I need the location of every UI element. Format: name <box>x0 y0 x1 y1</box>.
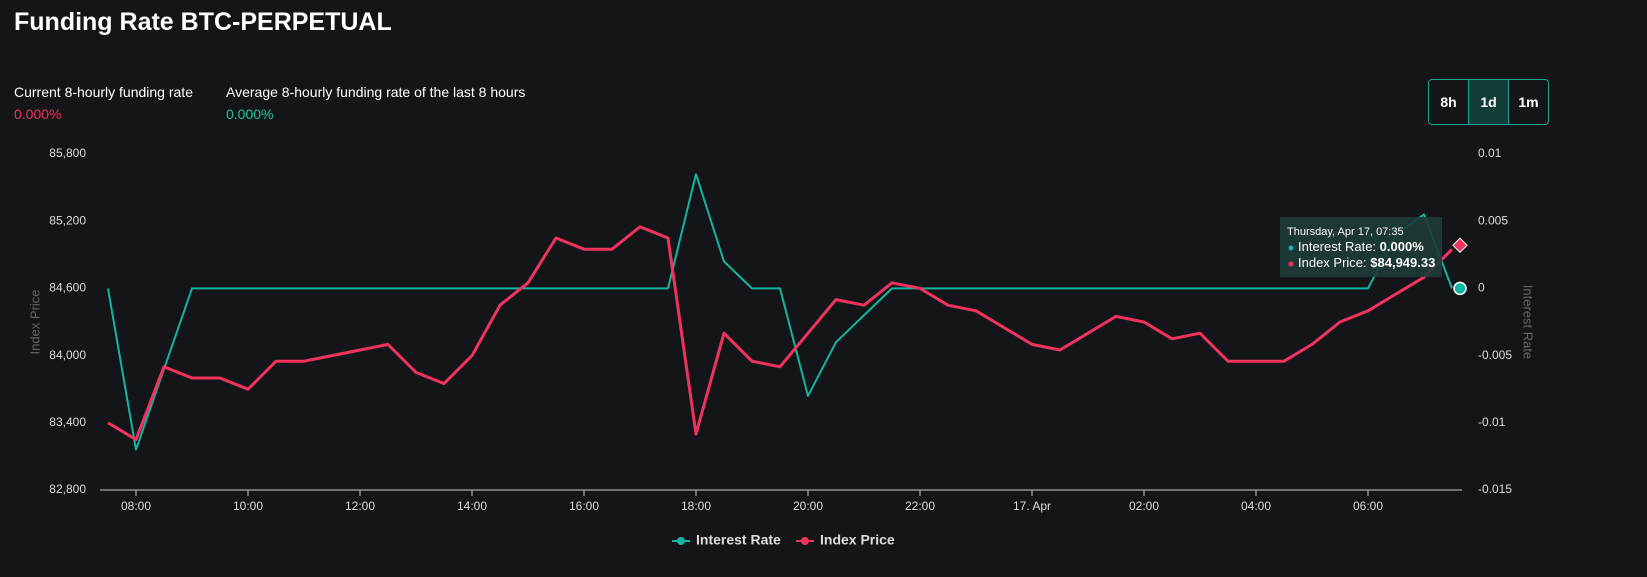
hover-marker <box>1453 281 1467 296</box>
legend-marker <box>801 537 809 545</box>
x-tick-label: 10:00 <box>233 499 263 513</box>
legend-label: Index Price <box>820 532 895 548</box>
stat-value: 0.000% <box>226 106 274 122</box>
legend-marker <box>677 537 685 545</box>
range-button[interactable]: 1m <box>1508 80 1548 124</box>
range-buttons: 8h 1d 1m <box>1428 79 1549 125</box>
x-tick-label: 16:00 <box>569 499 599 513</box>
tooltip-value: $84,949.33 <box>1370 255 1435 270</box>
y2-tick-label: -0.015 <box>1478 482 1512 496</box>
range-button[interactable]: 8h <box>1440 94 1457 110</box>
y-axis-label: Index Price <box>27 289 42 354</box>
y2-tick-label: -0.01 <box>1478 415 1506 429</box>
x-tick-label: 18:00 <box>681 499 711 513</box>
y2-tick-label: 0 <box>1478 281 1485 295</box>
y2-axis-label: Interest Rate <box>1521 285 1536 359</box>
page-title: Funding Rate BTC-PERPETUAL <box>14 8 392 36</box>
tooltip-row: Interest Rate: 0.000% <box>1298 239 1424 254</box>
tooltip-box <box>1280 217 1442 277</box>
y-tick-label: 85,800 <box>49 146 86 160</box>
hover-marker <box>1452 237 1468 254</box>
stat-label: Current 8-hourly funding rate <box>14 84 193 100</box>
tooltip-title: Thursday, Apr 17, 07:35 <box>1287 226 1404 238</box>
tooltip-dot <box>1288 245 1294 251</box>
x-tick-label: 22:00 <box>905 499 935 513</box>
range-button[interactable]: 1d <box>1468 80 1508 124</box>
tooltip-row: Index Price: $84,949.33 <box>1298 255 1435 270</box>
x-tick-label: 12:00 <box>345 499 375 513</box>
x-tick-label: 14:00 <box>457 499 487 513</box>
tooltip-dot <box>1288 261 1294 267</box>
tooltip-value: 0.000% <box>1380 239 1425 254</box>
stat-value: 0.000% <box>14 106 62 122</box>
series-line <box>107 225 1454 442</box>
series-line <box>107 173 1453 451</box>
y2-tick-label: -0.005 <box>1478 348 1512 362</box>
y-tick-label: 85,200 <box>49 213 86 227</box>
y-tick-label: 84,600 <box>49 281 86 295</box>
y-tick-label: 83,400 <box>49 415 86 429</box>
x-tick-label: 17. Apr <box>1013 499 1051 513</box>
stat: Average 8-hourly funding rate of the las… <box>226 84 525 122</box>
y2-tick-label: 0.01 <box>1478 146 1502 160</box>
tooltip-key: Interest Rate: <box>1298 239 1380 254</box>
x-tick-label: 04:00 <box>1241 499 1271 513</box>
x-tick-label: 06:00 <box>1353 499 1383 513</box>
stat: Current 8-hourly funding rate 0.000% <box>14 84 193 122</box>
y-tick-label: 84,000 <box>49 348 86 362</box>
x-tick-label: 02:00 <box>1129 499 1159 513</box>
x-tick-label: 20:00 <box>793 499 823 513</box>
tooltip-key: Index Price: <box>1298 255 1370 270</box>
legend-label: Interest Rate <box>696 532 781 548</box>
x-tick-label: 08:00 <box>121 499 151 513</box>
stat-label: Average 8-hourly funding rate of the las… <box>226 84 526 100</box>
y-tick-label: 82,800 <box>49 482 86 496</box>
y2-tick-label: 0.005 <box>1478 213 1508 227</box>
